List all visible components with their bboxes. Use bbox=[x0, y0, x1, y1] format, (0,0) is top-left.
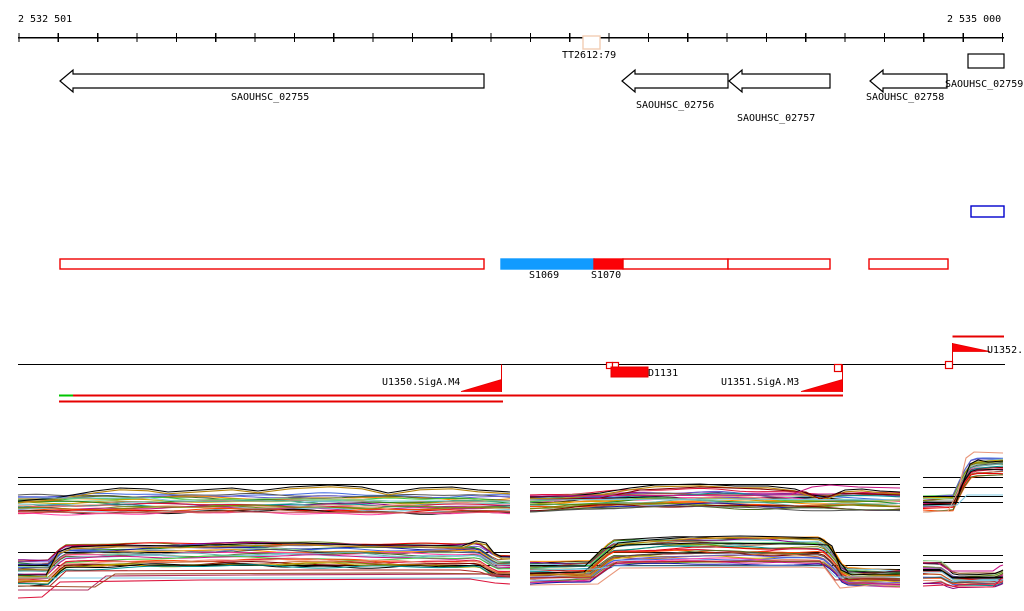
coverage-envelope bbox=[17, 572, 511, 588]
coverage-envelope bbox=[923, 569, 1003, 579]
terminator-label: TT2612:79 bbox=[562, 50, 617, 61]
feature-label-d1131: D1131 bbox=[648, 368, 679, 379]
coverage-line bbox=[529, 505, 901, 513]
feature-glyph-u1352-anchor[interactable] bbox=[944, 360, 954, 370]
feature-label-u1350: U1350.SigA.M4 bbox=[382, 377, 461, 388]
coverage-envelope bbox=[529, 565, 900, 578]
feature-glyph-u1350sigam4[interactable] bbox=[460, 378, 502, 392]
feature-label-u1351: U1351.SigA.M3 bbox=[721, 377, 800, 388]
coverage-line bbox=[922, 563, 1004, 576]
coverage-envelope bbox=[529, 483, 901, 498]
ruler-start-coordinate: 2 532 501 bbox=[18, 14, 73, 25]
coverage-envelope-shadow bbox=[529, 537, 900, 578]
coverage-line bbox=[530, 498, 901, 505]
coverage-envelope-shadow bbox=[17, 486, 511, 504]
gene-label-saouhsc-02758: SAOUHSC_02758 bbox=[866, 92, 945, 103]
coverage-line bbox=[529, 497, 901, 505]
coverage-envelope bbox=[529, 566, 901, 589]
blue-outline-box[interactable] bbox=[970, 205, 1005, 218]
segment-box-s1069[interactable] bbox=[500, 258, 595, 270]
gene-arrow-saouhsc_02758[interactable] bbox=[869, 68, 948, 94]
coverage-line bbox=[922, 581, 1004, 587]
coverage-envelope bbox=[922, 494, 1003, 507]
coverage-line bbox=[17, 499, 511, 505]
coverage-line bbox=[17, 551, 511, 571]
gene-arrow-saouhsc_02756[interactable] bbox=[621, 68, 729, 94]
coverage-line bbox=[17, 492, 511, 498]
coverage-envelope bbox=[17, 484, 511, 502]
coverage-envelope-shadow bbox=[18, 542, 510, 578]
segment-label-s1070: S1070 bbox=[591, 270, 622, 281]
coverage-line bbox=[17, 558, 511, 579]
gene-arrow-saouhsc_02755[interactable] bbox=[59, 68, 485, 94]
coverage-envelope bbox=[923, 571, 1004, 582]
gene-box-saouhsc_02759[interactable] bbox=[967, 53, 1005, 69]
coverage-envelope bbox=[529, 484, 901, 497]
gene-label-saouhsc-02757: SAOUHSC_02757 bbox=[737, 113, 816, 124]
gene-label-saouhsc-02756: SAOUHSC_02756 bbox=[636, 100, 715, 111]
coverage-envelope bbox=[18, 497, 510, 502]
gene-arrow-saouhsc_02757[interactable] bbox=[728, 68, 831, 94]
ruler-end-coordinate: 2 535 000 bbox=[947, 14, 1002, 25]
coverage-envelope bbox=[529, 535, 900, 576]
feature-glyph-u1351sigam3[interactable] bbox=[800, 378, 843, 392]
coverage-line bbox=[922, 576, 1004, 584]
coverage-line bbox=[17, 549, 510, 570]
segment-box[interactable] bbox=[59, 258, 485, 270]
coverage-line bbox=[922, 468, 1004, 506]
gene-label-saouhsc-02759: SAOUHSC_02759 bbox=[945, 79, 1024, 90]
coverage-line bbox=[18, 547, 511, 568]
segment-box[interactable] bbox=[868, 258, 949, 270]
segment-box-s1070[interactable] bbox=[593, 258, 624, 270]
segment-box[interactable] bbox=[727, 258, 831, 270]
coverage-envelope bbox=[923, 562, 1004, 572]
coverage-line bbox=[529, 505, 900, 513]
feature-glyph-u1352[interactable] bbox=[952, 343, 991, 352]
feature-glyph-d1131[interactable] bbox=[610, 366, 649, 378]
segment-box[interactable] bbox=[622, 258, 729, 270]
coverage-envelope bbox=[530, 542, 900, 573]
coverage-line bbox=[922, 473, 1004, 509]
coverage-envelope bbox=[922, 451, 1004, 513]
coverage-envelope bbox=[17, 511, 511, 514]
coverage-line bbox=[17, 557, 510, 581]
coverage-envelope bbox=[18, 540, 510, 576]
coverage-envelope bbox=[18, 573, 511, 591]
coverage-envelope bbox=[922, 577, 1004, 588]
coverage-envelope-shadow bbox=[529, 485, 901, 500]
segment-label-s1069: S1069 bbox=[529, 270, 560, 281]
coverage-line bbox=[17, 492, 511, 499]
coverage-line bbox=[529, 552, 901, 582]
gene-label-saouhsc-02755: SAOUHSC_02755 bbox=[231, 92, 310, 103]
coverage-line bbox=[17, 560, 511, 581]
coverage-line bbox=[17, 498, 511, 505]
coverage-line bbox=[17, 560, 511, 583]
coverage-envelope bbox=[17, 578, 511, 599]
terminator-box[interactable] bbox=[582, 35, 601, 50]
coverage-line bbox=[17, 551, 511, 573]
coverage-envelope bbox=[18, 569, 511, 587]
coverage-envelope bbox=[529, 498, 901, 501]
feature-label-u1352: U1352. bbox=[987, 345, 1024, 356]
coverage-envelope bbox=[529, 560, 901, 581]
coverage-line bbox=[18, 564, 511, 586]
feature-glyph-u1351sigam3-anchor[interactable] bbox=[833, 363, 843, 373]
